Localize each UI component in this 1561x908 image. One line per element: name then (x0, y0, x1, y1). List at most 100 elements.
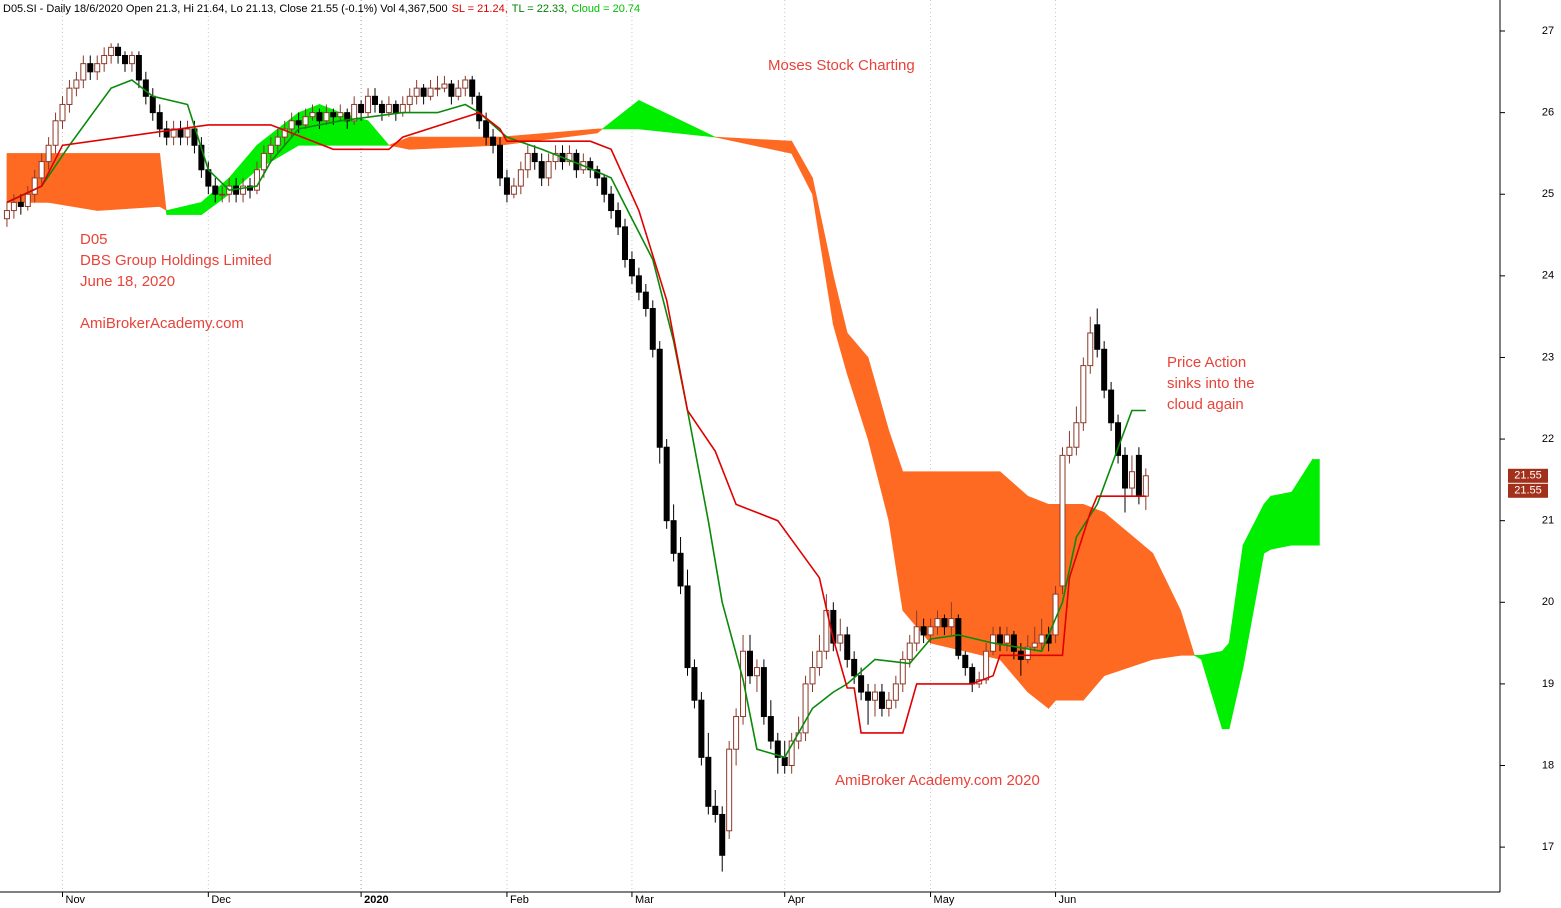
candle-body (816, 650, 823, 669)
candle-body (170, 128, 177, 138)
y-tick-label: 26 (1542, 107, 1554, 119)
candle-body (448, 83, 455, 97)
candle-body (358, 103, 365, 114)
header-part: Cloud = 20.74 (571, 3, 640, 15)
cloud-piece (596, 128, 604, 134)
candle-body (497, 144, 503, 179)
cloud-piece (96, 153, 161, 211)
candle-body (628, 259, 635, 277)
candle-body (684, 585, 691, 669)
cloud-piece (1027, 495, 1049, 709)
x-tick-label: Feb (510, 894, 529, 906)
candle-body (622, 226, 628, 261)
candle-body (122, 54, 128, 65)
candle-body (267, 144, 274, 154)
candle-body (1031, 642, 1038, 648)
candle-body (962, 654, 969, 669)
y-tick-label: 25 (1542, 188, 1554, 200)
price-tag-label: 21.55 (1514, 470, 1542, 482)
axes (0, 0, 1505, 897)
candle-body (524, 152, 531, 171)
candle-body (434, 87, 441, 90)
candle-body (955, 618, 962, 656)
candle-body (774, 740, 781, 758)
candle-body (469, 79, 476, 97)
header-part: TL = 22.33, (512, 3, 568, 15)
candle-body (885, 699, 892, 709)
candle-body (510, 185, 517, 195)
candle-body (149, 95, 156, 114)
candle-body (45, 144, 52, 163)
candle-body (219, 193, 226, 196)
candle-body (420, 87, 427, 97)
candle-body (476, 95, 483, 122)
x-tick-label: Dec (211, 894, 231, 906)
candle-body (941, 618, 948, 628)
candle-body (10, 201, 17, 212)
candle-body (1003, 634, 1010, 644)
candle-body (1135, 454, 1142, 497)
candle-body (385, 103, 392, 114)
candle-body (240, 185, 247, 195)
candle-body (108, 46, 115, 56)
candle-body (253, 169, 260, 191)
y-tick-label: 21 (1542, 515, 1554, 527)
cloud-piece (1180, 610, 1195, 656)
candle-body (712, 805, 719, 815)
annotation: AmiBroker Academy.com 2020 (835, 772, 1040, 789)
candle-body (566, 152, 573, 163)
x-tick-label: May (934, 894, 955, 906)
y-tick-label: 19 (1542, 678, 1554, 690)
candle-body (406, 95, 413, 105)
candle-body (677, 552, 684, 587)
candle-body (670, 520, 677, 554)
y-tick-label: 27 (1542, 25, 1554, 37)
candle-body (323, 112, 330, 122)
y-tick-label: 17 (1542, 841, 1554, 853)
candle-body (135, 54, 142, 81)
candle-body (663, 446, 670, 522)
candle-body (177, 128, 184, 138)
candle-body (858, 675, 865, 693)
candle-body (872, 691, 878, 701)
cloud-piece (367, 119, 390, 146)
candle-body (52, 120, 59, 146)
candle-body (309, 112, 316, 118)
candle-body (142, 79, 149, 97)
candle-body (295, 120, 302, 126)
candle-body (844, 634, 851, 660)
candle-body (156, 112, 163, 130)
cloud-piece (1270, 491, 1292, 550)
candle-body (399, 103, 406, 114)
candle-body (281, 128, 288, 138)
candle-body (552, 152, 559, 163)
candle-body (1087, 332, 1094, 367)
candle-body (892, 683, 899, 701)
candle-body (1066, 446, 1073, 456)
candle-body (726, 748, 733, 832)
candle-body (1128, 471, 1135, 489)
candle-body (851, 658, 858, 677)
candle-body (212, 185, 219, 195)
candle-body (115, 46, 122, 56)
candle-body (809, 667, 816, 685)
y-tick-label: 18 (1542, 759, 1554, 771)
candle-body (163, 128, 170, 138)
candle-body (17, 201, 24, 207)
candle-body (934, 618, 941, 628)
annotation: sinks into the (1167, 375, 1255, 392)
candle-body (1094, 324, 1101, 350)
cloud-piece (930, 471, 1001, 660)
candle-body (191, 128, 198, 146)
candle-body (427, 87, 434, 97)
candle-body (698, 699, 705, 758)
candle-body (733, 716, 740, 750)
annotation: cloud again (1167, 396, 1244, 413)
candle-body (184, 128, 191, 138)
candle-body (642, 291, 649, 309)
candle-body (913, 626, 920, 644)
candle-body (1010, 634, 1017, 652)
candle-body (865, 691, 872, 701)
candle-body (503, 177, 510, 195)
candle-body (490, 136, 497, 146)
